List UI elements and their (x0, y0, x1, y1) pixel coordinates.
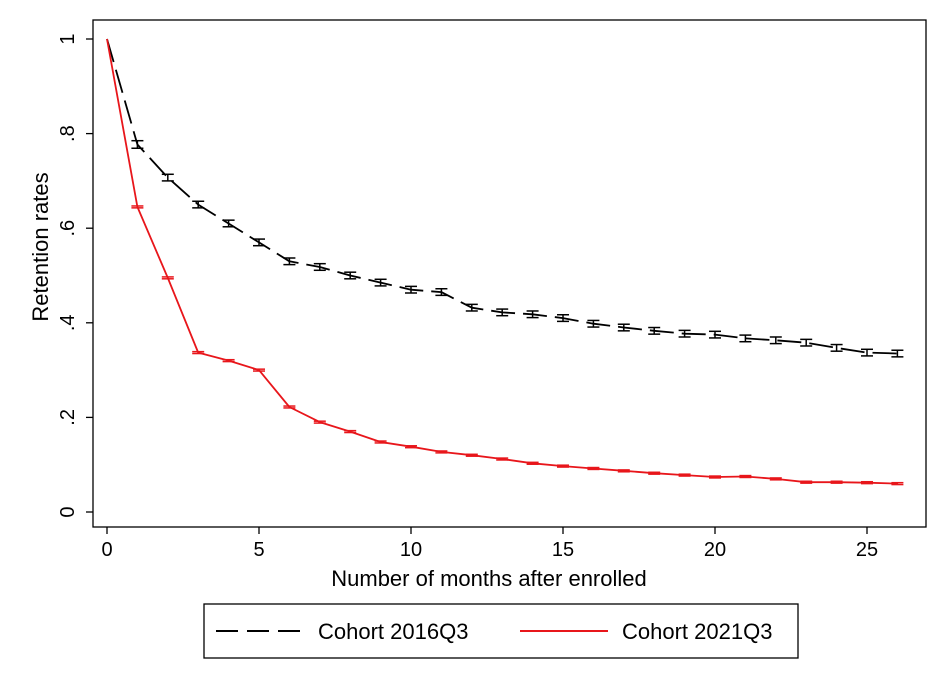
series-line-1 (106, 38, 898, 485)
error-bar-0-18 (648, 326, 661, 335)
error-bar-0-11 (435, 287, 448, 297)
plot-frame (92, 19, 927, 528)
error-bar-1-14 (526, 461, 539, 465)
x-tick-label-2: 10 (400, 539, 422, 561)
error-bar-1-23 (800, 480, 813, 484)
error-bar-1-16 (587, 466, 600, 471)
error-bar-1-26 (891, 481, 904, 486)
error-bar-0-14 (526, 310, 539, 319)
x-tick-label-5: 25 (856, 539, 878, 561)
y-tick-label-5: 1 (57, 33, 79, 44)
error-bar-1-20 (709, 475, 721, 479)
y-tick-label-4: .8 (57, 125, 79, 142)
error-bar-0-10 (405, 285, 417, 294)
legend: Cohort 2016Q3 Cohort 2021Q3 (203, 603, 799, 659)
error-bar-1-12 (465, 453, 478, 457)
error-bar-0-13 (496, 308, 509, 317)
series-0 (106, 38, 904, 358)
error-bar-0-22 (769, 336, 782, 345)
error-bar-0-21 (739, 334, 752, 343)
error-bar-1-6 (283, 405, 296, 409)
error-bar-1-18 (648, 471, 661, 475)
error-bar-1-21 (739, 474, 752, 479)
error-bar-0-5 (253, 238, 265, 247)
error-bar-0-4 (222, 219, 235, 228)
error-bar-1-25 (861, 480, 873, 485)
x-tick-label-4: 20 (704, 539, 726, 561)
error-bar-1-11 (435, 450, 448, 454)
error-bar-0-26 (891, 349, 904, 358)
error-bar-1-9 (374, 440, 387, 444)
error-bar-0-20 (709, 330, 721, 339)
error-bar-0-17 (617, 323, 630, 332)
x-axis-label: Number of months after enrolled (331, 566, 647, 591)
error-bar-1-24 (830, 480, 843, 484)
legend-label-cohort-2021q3: Cohort 2021Q3 (622, 619, 772, 644)
y-axis: 0 .2 .4 .6 .8 1 (57, 33, 93, 518)
error-bar-1-4 (222, 358, 235, 363)
error-bar-1-7 (313, 420, 326, 424)
error-bar-1-17 (617, 469, 630, 473)
error-bar-0-12 (465, 303, 478, 312)
error-bar-1-3 (192, 350, 205, 355)
error-bar-0-9 (374, 278, 387, 287)
error-bar-1-15 (557, 464, 569, 468)
error-bar-0-8 (344, 271, 357, 280)
error-bar-0-25 (861, 348, 873, 357)
error-bar-1-19 (678, 473, 691, 477)
series-line-0 (106, 38, 898, 355)
error-bar-1-10 (405, 445, 417, 449)
error-bar-0-16 (587, 319, 600, 328)
y-tick-label-2: .4 (57, 314, 79, 331)
error-bar-0-19 (678, 329, 691, 338)
error-bar-1-1 (131, 205, 144, 209)
error-bar-1-5 (253, 368, 265, 372)
series-1 (106, 38, 904, 486)
error-bar-0-15 (557, 314, 569, 323)
y-tick-label-1: .2 (57, 409, 79, 426)
error-bar-0-24 (830, 343, 843, 352)
error-bar-0-23 (800, 338, 813, 347)
y-axis-label: Retention rates (28, 172, 53, 321)
y-tick-label-3: .6 (57, 220, 79, 237)
error-bar-1-22 (769, 477, 782, 481)
x-tick-label-3: 15 (552, 539, 574, 561)
legend-label-cohort-2016q3: Cohort 2016Q3 (318, 619, 468, 644)
legend-box (203, 603, 799, 659)
error-bar-1-13 (496, 457, 509, 461)
error-bar-0-6 (283, 257, 296, 266)
error-bar-0-7 (313, 262, 326, 272)
error-bar-0-3 (192, 200, 205, 209)
x-axis: 0 5 10 15 20 25 (101, 527, 878, 561)
error-bar-0-2 (161, 173, 174, 182)
error-bar-1-2 (161, 276, 174, 280)
series-layer (106, 38, 904, 486)
x-tick-label-1: 5 (253, 539, 264, 561)
error-bar-0-1 (131, 139, 144, 150)
error-bar-1-8 (344, 429, 357, 434)
y-tick-label-0: 0 (57, 506, 79, 517)
x-tick-label-0: 0 (101, 539, 112, 561)
